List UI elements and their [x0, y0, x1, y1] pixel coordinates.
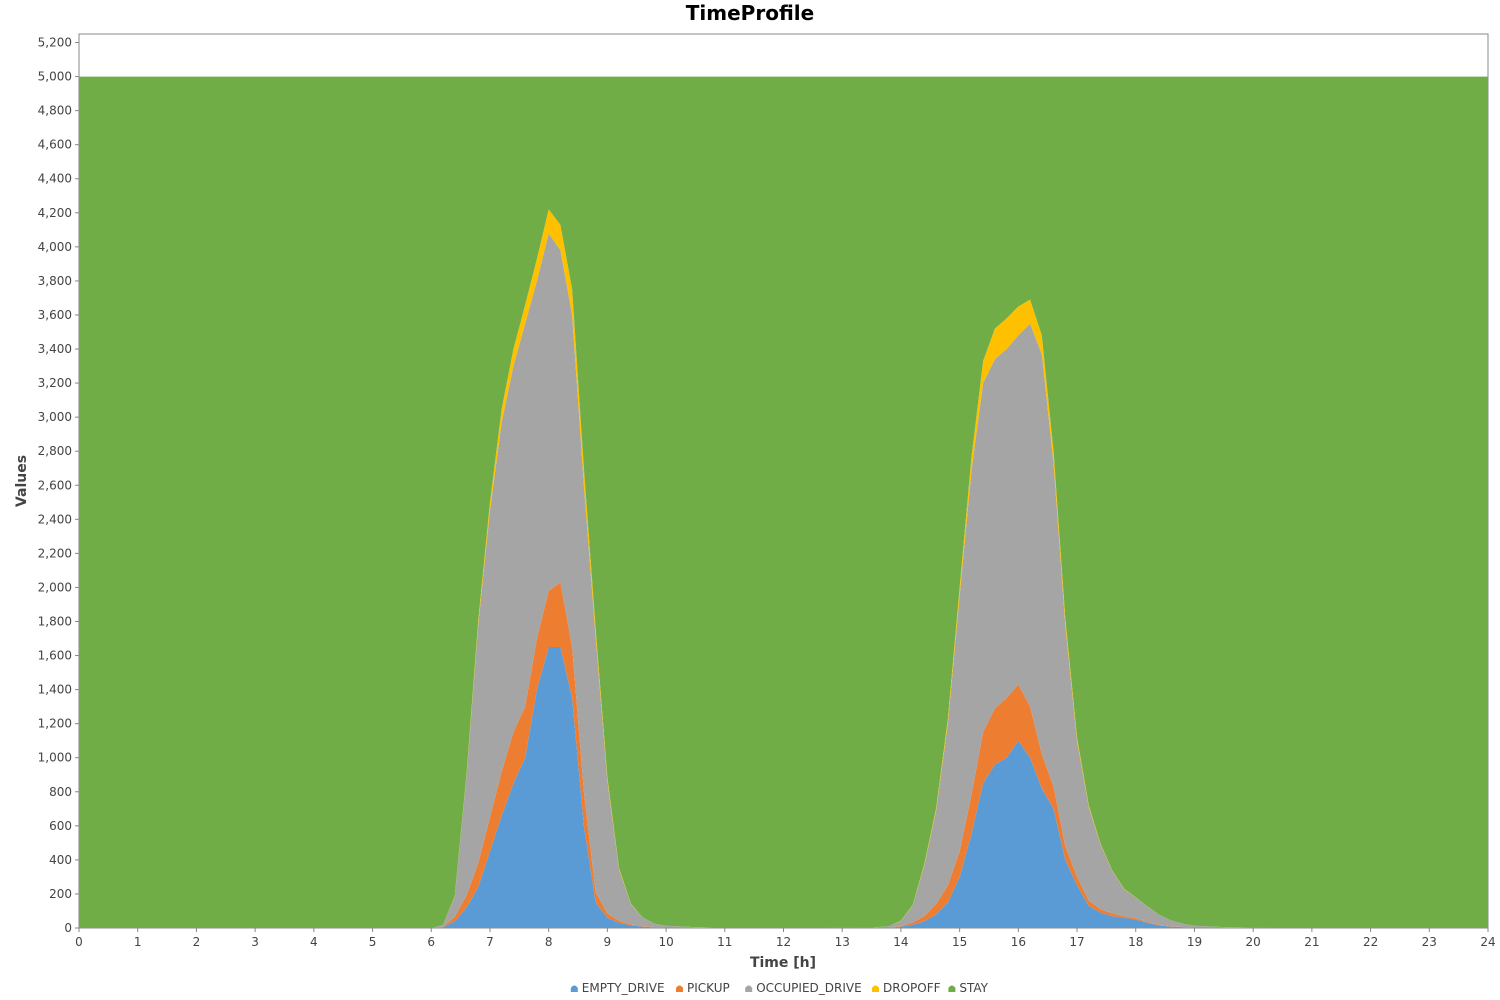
y-tick-label: 3,600 [38, 308, 72, 322]
x-tick-label: 1 [134, 935, 142, 949]
legend-marker [745, 985, 753, 992]
y-axis: 0 200 400 600 800 1,000 1,200 1,400 1,600 1,800 2,… [38, 36, 79, 935]
y-tick-label: 1,600 [38, 649, 72, 663]
y-tick-label: 3,400 [38, 342, 72, 356]
y-tick-label: 3,800 [38, 274, 72, 288]
x-tick-label: 23 [1422, 935, 1437, 949]
x-tick-label: 8 [545, 935, 553, 949]
x-tick-label: 4 [310, 935, 318, 949]
legend-marker [570, 985, 578, 992]
x-tick-label: 12 [776, 935, 791, 949]
y-tick-label: 1,000 [38, 751, 72, 765]
legend-label: EMPTY_DRIVE [582, 981, 665, 995]
legend-label: STAY [959, 981, 988, 995]
y-tick-label: 2,600 [38, 478, 72, 492]
legend-marker [872, 985, 879, 992]
x-tick-label: 0 [75, 935, 83, 949]
x-tick-label: 19 [1187, 935, 1202, 949]
x-tick-label: 21 [1304, 935, 1319, 949]
y-tick-label: 1,800 [38, 614, 72, 628]
legend: EMPTY_DRIVE PICKUP OCCUPIED_DRIVE DROPOFF ST… [570, 981, 989, 995]
x-tick-label: 24 [1480, 935, 1495, 949]
y-tick-label: 1,200 [38, 717, 72, 731]
y-tick-label: 3,000 [38, 410, 72, 424]
y-tick-label: 4,400 [38, 172, 72, 186]
legend-label: PICKUP [687, 981, 730, 995]
y-tick-label: 800 [49, 785, 72, 799]
x-tick-label: 22 [1363, 935, 1378, 949]
x-tick-label: 6 [427, 935, 435, 949]
x-tick-label: 9 [604, 935, 612, 949]
y-tick-label: 2,000 [38, 580, 72, 594]
x-tick-label: 7 [486, 935, 494, 949]
x-tick-label: 2 [193, 935, 201, 949]
y-tick-label: 2,800 [38, 444, 72, 458]
y-tick-label: 5,200 [38, 36, 72, 50]
y-tick-label: 1,400 [38, 683, 72, 697]
x-tick-label: 15 [952, 935, 967, 949]
y-tick-label: 4,200 [38, 206, 72, 220]
x-tick-label: 16 [1011, 935, 1026, 949]
area-stay [79, 76, 1488, 928]
legend-marker [676, 985, 683, 992]
y-tick-label: 4,600 [38, 138, 72, 152]
y-tick-label: 2,400 [38, 512, 72, 526]
y-tick-label: 4,000 [38, 240, 72, 254]
legend-label: DROPOFF [883, 981, 941, 995]
y-tick-label: 0 [64, 921, 72, 935]
y-tick-label: 4,800 [38, 104, 72, 118]
y-tick-label: 3,200 [38, 376, 72, 390]
x-tick-label: 13 [835, 935, 850, 949]
y-axis-label: Values [14, 455, 30, 507]
chart-title: TimeProfile [686, 1, 814, 25]
x-tick-label: 17 [1069, 935, 1084, 949]
x-axis-label: Time [h] [750, 955, 816, 971]
x-tick-label: 5 [369, 935, 377, 949]
x-axis: 0 1 2 3 4 5 6 7 8 9 10 11 12 13 14 15 16 17 18 19 20 21 22 23 24 [75, 928, 1496, 949]
x-tick-label: 20 [1246, 935, 1261, 949]
y-tick-label: 5,000 [38, 70, 72, 84]
y-tick-label: 2,200 [38, 546, 72, 560]
x-tick-label: 3 [251, 935, 259, 949]
x-tick-label: 10 [658, 935, 673, 949]
y-tick-label: 400 [49, 853, 72, 867]
legend-marker [948, 985, 956, 992]
legend-label: OCCUPIED_DRIVE [756, 981, 862, 995]
x-tick-label: 14 [893, 935, 908, 949]
y-tick-label: 200 [49, 887, 72, 901]
y-tick-label: 600 [49, 819, 72, 833]
stacked-areas [79, 76, 1488, 929]
x-tick-label: 18 [1128, 935, 1143, 949]
x-tick-label: 11 [717, 935, 732, 949]
